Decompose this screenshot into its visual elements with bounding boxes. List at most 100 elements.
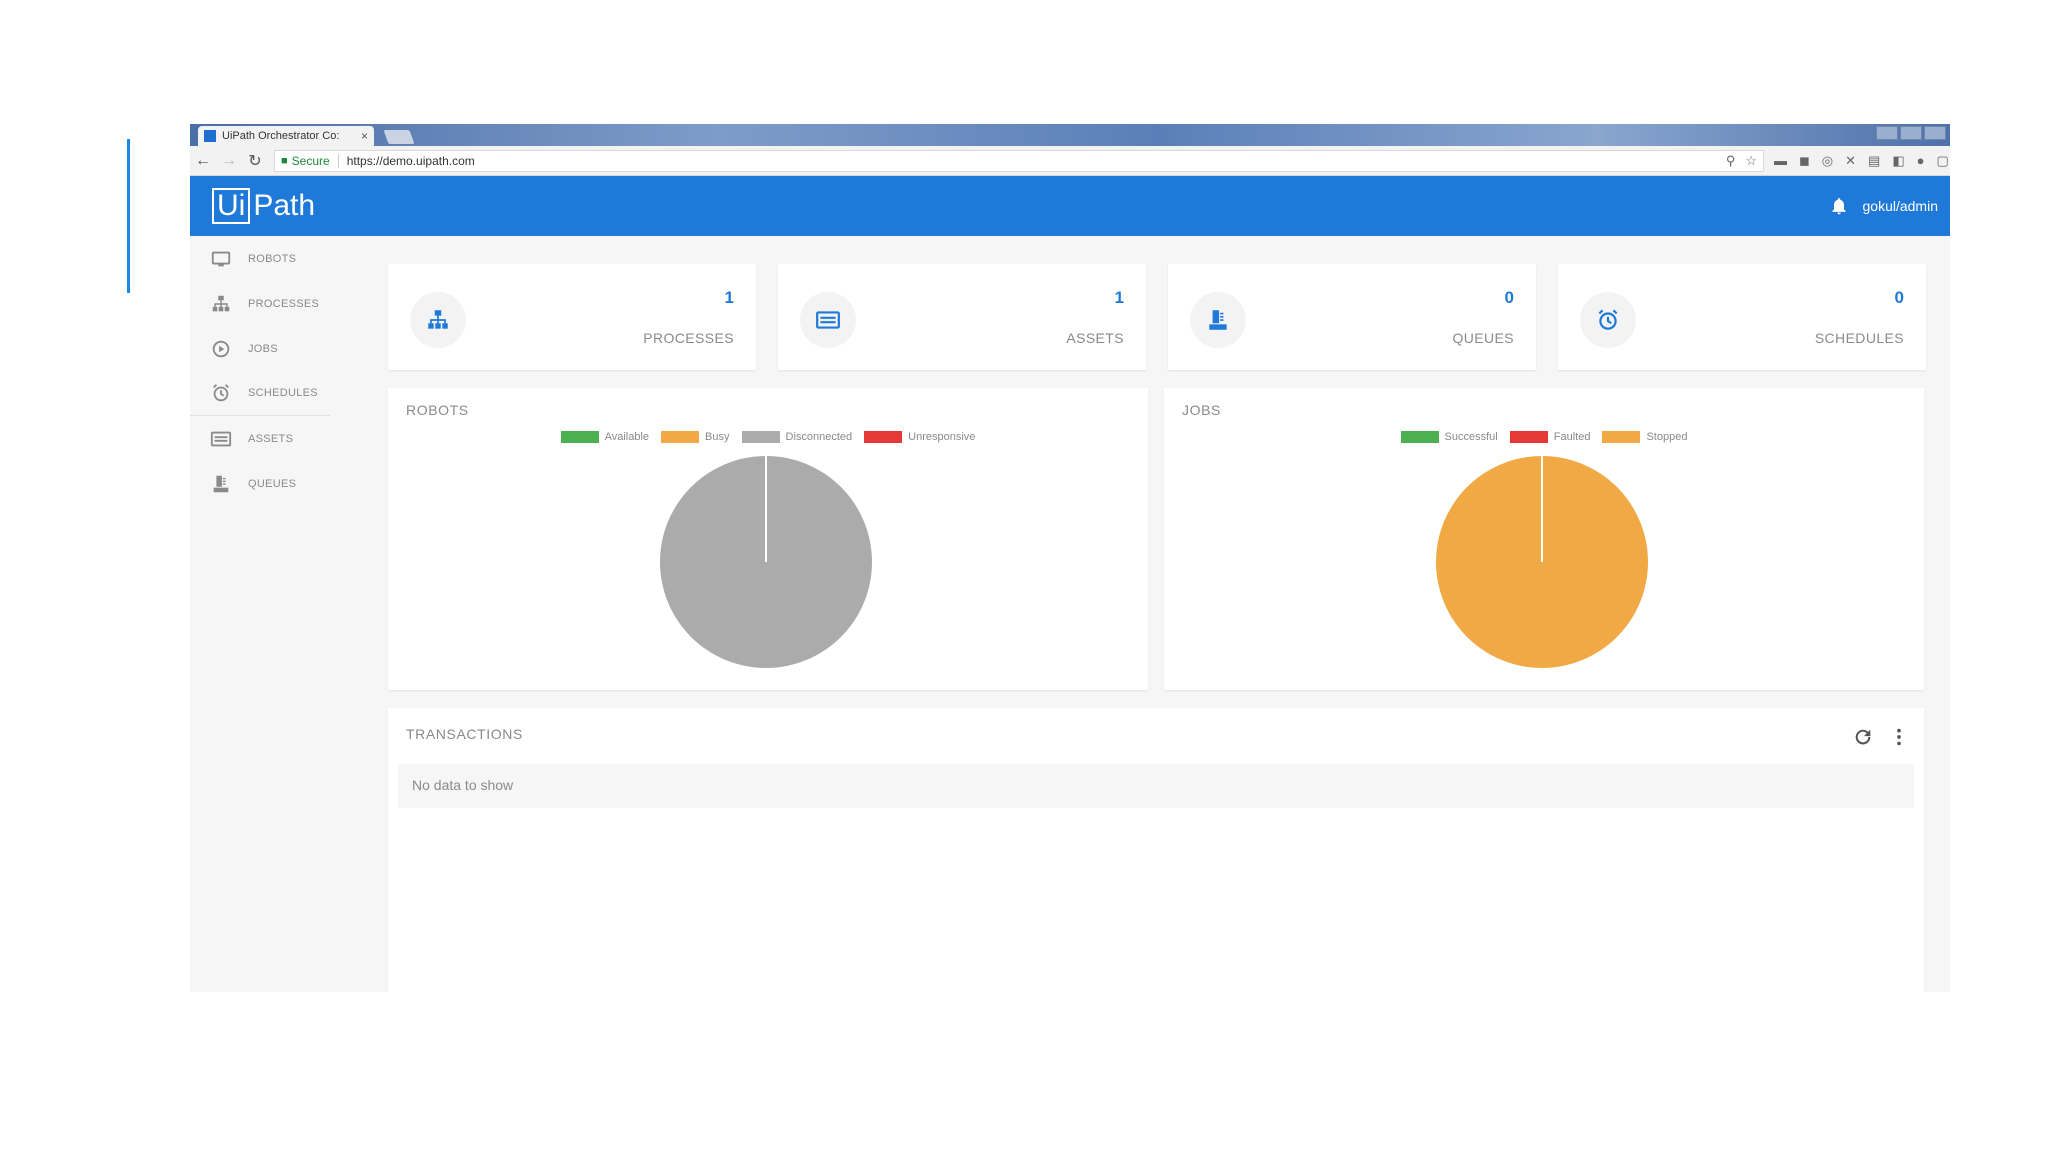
legend-swatch [1400,431,1439,443]
refresh-icon[interactable] [1852,726,1874,748]
legend-item[interactable]: Busy [661,431,730,443]
lock-icon: ■ [281,154,288,167]
bell-icon[interactable] [1829,196,1849,216]
sitemap-icon [212,295,230,311]
sidebar-item-label: QUEUES [248,477,297,490]
extension-6-icon[interactable]: ◧ [1892,152,1905,168]
legend-swatch [864,431,903,443]
legend-label: Busy [705,431,730,443]
minimize-button[interactable] [1876,126,1898,140]
header-right: gokul/admin [1829,196,1939,216]
extension-4-icon[interactable]: ✕ [1845,152,1857,168]
legend-swatch [661,431,700,443]
sidebar-item-label: ROBOTS [248,252,297,265]
sidebar-item-processes[interactable]: PROCESSES [190,281,336,326]
legend-item[interactable]: Disconnected [741,431,852,443]
legend-item[interactable]: Unresponsive [864,431,975,443]
panel-title: JOBS [1182,402,1221,418]
sidebar-item-label: SCHEDULES [248,387,318,399]
legend-swatch [560,431,599,443]
omnibox-icons: ⚲ ☆ [1726,153,1757,169]
extension-1-icon[interactable]: ▬ [1774,152,1787,168]
browser-titlebar: UiPath Orchestrator Co: × [190,124,1950,146]
alarm-clock-icon [1598,309,1618,330]
browser-tab[interactable]: UiPath Orchestrator Co: × [198,126,374,146]
sidebar-item-assets[interactable]: ASSETS [190,416,336,461]
legend-swatch [741,431,780,443]
sidebar-item-label: JOBS [248,342,278,355]
stat-label: QUEUES [1452,330,1514,346]
maximize-button[interactable] [1900,126,1922,140]
stat-icon-circle [410,292,466,348]
back-arrow-icon[interactable]: ← [195,151,211,169]
stat-value: 1 [1114,288,1124,307]
omnibox[interactable]: ■ Secure https://demo.uipath.com ⚲ ☆ [274,149,1764,172]
slide-accent-bar [127,139,130,293]
robots-pie-chart [660,456,872,668]
stat-label: ASSETS [1066,330,1124,346]
jobs-chart-panel: JOBS Successful Faulted Stopped [1164,388,1924,690]
close-window-button[interactable] [1924,126,1946,140]
legend-item[interactable]: Stopped [1602,431,1687,443]
jobs-legend: Successful Faulted Stopped [1164,431,1924,443]
stat-card-queues[interactable]: 0 QUEUES [1168,264,1536,370]
reload-icon[interactable]: ↻ [248,152,262,170]
legend-swatch [1509,431,1548,443]
extension-8-icon[interactable]: ▢ [1936,152,1949,168]
stat-icon-circle [1580,292,1636,348]
monitor-icon [211,251,231,266]
more-vert-icon[interactable] [1888,726,1910,748]
legend-item[interactable]: Successful [1400,431,1498,443]
legend-label: Faulted [1553,431,1591,443]
list-box-icon [816,311,840,329]
extension-2-icon[interactable]: ◼ [1799,152,1810,168]
bookmark-star-icon[interactable]: ☆ [1745,152,1757,168]
list-box-icon [210,431,232,446]
sidebar-item-queues[interactable]: QUEUES [190,461,336,506]
legend-label: Stopped [1646,431,1688,443]
tab-title: UiPath Orchestrator Co: [222,130,340,142]
extension-3-icon[interactable]: ◎ [1821,152,1834,168]
url-text[interactable]: https://demo.uipath.com [346,153,475,168]
legend-item[interactable]: Faulted [1509,431,1591,443]
stat-value: 0 [1504,288,1514,307]
stat-label: PROCESSES [643,330,734,346]
extension-7-icon[interactable]: ● [1916,152,1925,168]
key-icon[interactable]: ⚲ [1725,152,1736,168]
sidebar-item-label: ASSETS [248,432,294,445]
stat-card-assets[interactable]: 1 ASSETS [778,264,1146,370]
sidebar-item-robots[interactable]: ROBOTS [190,236,336,281]
sitemap-icon [428,310,448,329]
legend-label: Unresponsive [908,431,976,443]
uipath-favicon-icon [204,130,216,142]
legend-label: Successful [1444,431,1498,443]
jobs-pie-chart [1436,456,1648,668]
address-bar: ← → ↻ ■ Secure https://demo.uipath.com ⚲… [190,146,1950,176]
stat-icon-circle [800,292,856,348]
sidebar-item-jobs[interactable]: JOBS [190,326,336,371]
logo-path: Path [253,189,316,222]
omnibox-divider [337,153,339,168]
stack-icon [1209,310,1227,330]
sidebar-item-label: PROCESSES [248,297,320,310]
empty-state-text: No data to show [398,764,1914,808]
stat-card-processes[interactable]: 1 PROCESSES [388,264,756,370]
stat-icon-circle [1190,292,1246,348]
extension-5-icon[interactable]: ▤ [1868,152,1881,168]
user-menu[interactable]: gokul/admin [1862,198,1939,214]
sidebar-item-schedules[interactable]: SCHEDULES [190,371,330,416]
tab-close-icon[interactable]: × [360,129,368,143]
alarm-clock-icon [213,384,229,402]
play-circle-icon [212,340,230,357]
app-header: Ui Path gokul/admin [190,176,1950,236]
legend-label: Available [604,431,650,443]
robots-chart-panel: ROBOTS Available Busy Disconnected Unrespon… [388,388,1148,690]
new-tab-button[interactable] [383,130,415,144]
stat-value: 0 [1894,288,1904,307]
stat-card-schedules[interactable]: 0 SCHEDULES [1558,264,1926,370]
forward-arrow-icon[interactable]: → [221,151,237,169]
stack-icon [213,475,229,492]
panel-title: TRANSACTIONS [406,726,523,742]
uipath-logo[interactable]: Ui Path [212,188,315,224]
legend-item[interactable]: Available [560,431,650,443]
